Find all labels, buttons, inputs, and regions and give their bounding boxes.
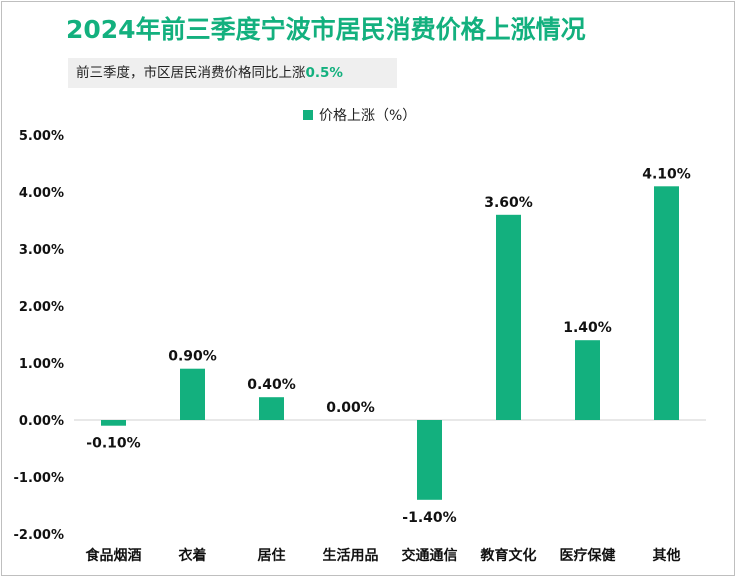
category-label: 生活用品 <box>323 547 379 564</box>
y-tick-label: -2.00% <box>14 528 65 543</box>
y-tick-label: 1.00% <box>19 357 64 372</box>
y-tick-label: 2.00% <box>19 300 64 315</box>
category-label: 食品烟酒 <box>86 547 142 564</box>
bar <box>575 340 600 420</box>
y-axis-ticks: 5.00% 4.00% 3.00% 2.00% 1.00% 0.00% -1.00% -2.0… <box>14 129 65 543</box>
bar <box>101 420 126 426</box>
category-label: 其他 <box>653 547 681 564</box>
data-label: 0.00% <box>326 400 375 416</box>
data-label: 4.10% <box>642 166 691 182</box>
subtitle-highlight: 0.5% <box>305 65 343 81</box>
data-labels: -0.10% 0.90% 0.40% 0.00% -1.40% 3.60% 1.40% 4.1… <box>86 166 691 526</box>
bar <box>180 368 205 420</box>
bars <box>101 186 679 500</box>
bar <box>496 214 521 420</box>
data-label: -0.10% <box>86 436 140 452</box>
data-label: 0.40% <box>247 377 296 393</box>
data-label: -1.40% <box>402 510 456 526</box>
category-label: 居住 <box>258 547 286 564</box>
y-tick-label: 4.00% <box>19 186 64 201</box>
y-tick-label: -1.00% <box>14 471 65 486</box>
legend: 价格上涨（%） <box>303 105 416 125</box>
data-label: 0.90% <box>168 349 217 365</box>
category-label: 交通通信 <box>402 547 458 564</box>
category-labels: 食品烟酒 衣着 居住 生活用品 交通通信 教育文化 医疗保健 其他 <box>86 547 681 564</box>
legend-swatch <box>303 110 313 120</box>
category-label: 教育文化 <box>481 547 537 564</box>
bar <box>259 397 284 420</box>
y-tick-label: 0.00% <box>19 414 64 429</box>
subtitle-text: 前三季度，市区居民消费价格同比上涨 <box>76 65 306 81</box>
data-label: 1.40% <box>563 320 612 336</box>
chart-title: 2024年前三季度宁波市居民消费价格上涨情况 <box>66 15 586 44</box>
y-tick-label: 3.00% <box>19 243 64 258</box>
bar <box>417 420 442 500</box>
category-label: 医疗保健 <box>560 547 616 564</box>
y-tick-label: 5.00% <box>19 129 64 144</box>
category-label: 衣着 <box>179 547 207 564</box>
data-label: 3.60% <box>484 195 533 211</box>
subtitle-box: 前三季度，市区居民消费价格同比上涨0.5% <box>68 58 397 88</box>
bar <box>654 186 679 420</box>
legend-label: 价格上涨（%） <box>319 108 417 124</box>
